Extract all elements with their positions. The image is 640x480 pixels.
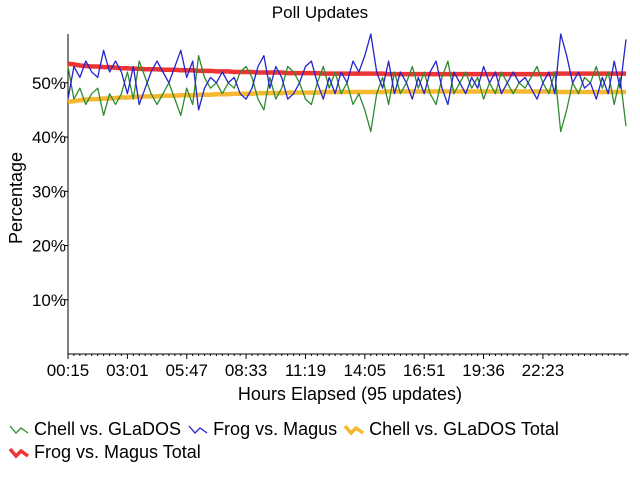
legend-label: Frog vs. Magus xyxy=(213,419,338,439)
y-tick-label: 30% xyxy=(32,182,66,201)
legend-swatch xyxy=(343,424,365,436)
x-axis: 00:15 03:01 05:47 08:33 11:19 14:05 16:51 19:36… xyxy=(47,353,629,380)
legend-label: Chell vs. GLaDOS xyxy=(34,419,182,439)
legend-swatch xyxy=(188,425,208,434)
x-tick-label: 08:33 xyxy=(225,361,268,380)
legend-item: Chell vs. GLaDOS xyxy=(8,418,181,440)
y-tick-label: 50% xyxy=(32,74,66,93)
x-tick-label: 14:05 xyxy=(344,361,387,380)
legend-item: Frog vs. Magus Total xyxy=(8,441,201,463)
x-tick-label: 05:47 xyxy=(165,361,208,380)
y-tick-label: 40% xyxy=(32,128,66,147)
y-tick-label: 20% xyxy=(32,237,66,256)
x-tick-label: 03:01 xyxy=(106,361,149,380)
series-lines xyxy=(67,33,627,133)
series-line-frog-vs-magus-total xyxy=(67,61,626,77)
x-tick-label: 16:51 xyxy=(403,361,446,380)
x-tick-label: 22:23 xyxy=(522,361,565,380)
x-tick-label: 19:36 xyxy=(462,361,505,380)
y-axis-title: Percentage xyxy=(6,152,26,244)
legend-item: Frog vs. Magus xyxy=(187,418,337,440)
legend-label: Chell vs. GLaDOS Total xyxy=(369,419,559,439)
chart-title: Poll Updates xyxy=(272,3,368,22)
x-tick-label: 11:19 xyxy=(285,361,326,380)
y-tick-label: 10% xyxy=(32,291,66,310)
x-tick-label: 00:15 xyxy=(47,361,90,380)
legend-swatch xyxy=(8,447,30,459)
chart-legend: Chell vs. GLaDOS Frog vs. Magus Chell vs. … xyxy=(8,418,628,464)
series-line-frog-vs-magus xyxy=(67,33,627,111)
legend-item: Chell vs. GLaDOS Total xyxy=(343,418,559,440)
x-axis-title: Hours Elapsed (95 updates) xyxy=(238,384,462,404)
y-axis: 10% 20% 30% 40% 50% xyxy=(32,34,69,354)
legend-label: Frog vs. Magus Total xyxy=(34,442,201,462)
legend-swatch xyxy=(9,425,29,434)
series-line-chell-vs-glados-total xyxy=(67,89,626,105)
